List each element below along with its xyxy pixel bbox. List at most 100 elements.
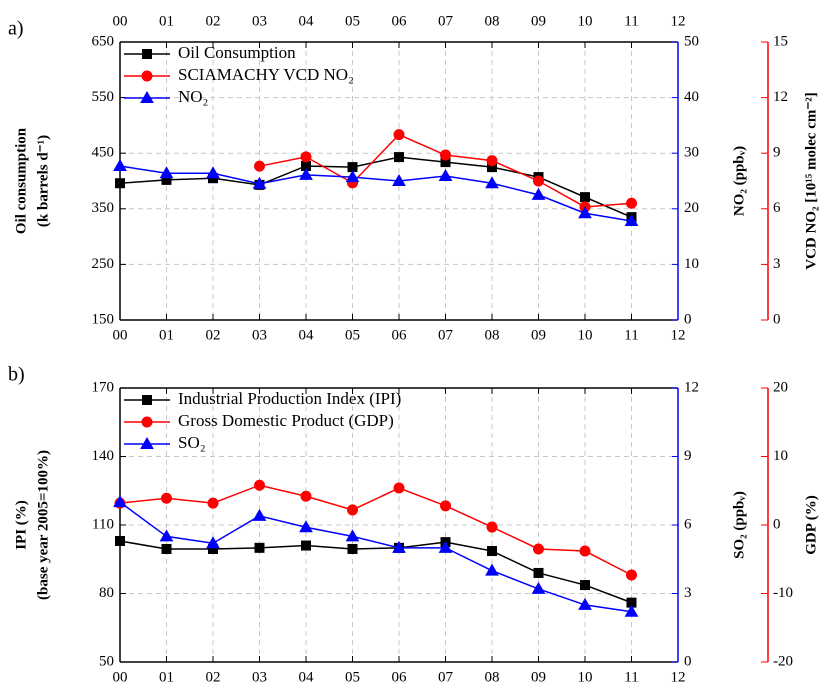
marker xyxy=(206,536,220,549)
x-tick-label-top: 04 xyxy=(299,13,315,29)
x-tick-label: 00 xyxy=(113,669,128,685)
x-tick-label: 03 xyxy=(252,327,267,343)
y2-axis-label: SO₂ (ppbᵥ) xyxy=(731,491,747,559)
marker xyxy=(624,214,639,227)
marker xyxy=(159,529,174,542)
y-axis-label: IPI (%) xyxy=(13,500,29,550)
x-tick-label: 06 xyxy=(392,327,408,343)
x-tick-label: 01 xyxy=(159,669,174,685)
marker xyxy=(254,160,265,172)
marker xyxy=(440,500,451,512)
y3-tick-label: 20 xyxy=(773,379,788,395)
x-tick-label: 07 xyxy=(438,669,454,685)
marker xyxy=(533,543,544,555)
y-tick-label: 650 xyxy=(92,33,115,49)
marker xyxy=(578,597,592,610)
marker xyxy=(578,206,592,219)
marker xyxy=(624,604,639,617)
marker xyxy=(141,70,153,82)
x-tick-label: 04 xyxy=(299,327,315,343)
marker xyxy=(487,546,497,557)
marker xyxy=(626,569,637,581)
x-tick-label: 04 xyxy=(299,669,315,685)
marker xyxy=(161,492,172,504)
marker xyxy=(485,563,499,576)
x-tick-label-top: 01 xyxy=(159,13,174,29)
y3-tick-label: 12 xyxy=(773,89,788,105)
marker xyxy=(392,540,406,553)
y2-tick-label: 9 xyxy=(684,448,692,464)
y2-tick-label: 0 xyxy=(684,653,692,669)
y2-tick-label: 50 xyxy=(684,33,699,49)
x-tick-label: 03 xyxy=(252,669,267,685)
y-tick-label: 140 xyxy=(92,448,115,464)
x-tick-label: 11 xyxy=(624,327,638,343)
marker xyxy=(486,521,498,533)
y2-tick-label: 12 xyxy=(684,379,699,395)
y3-tick-label: 9 xyxy=(773,145,781,161)
y2-tick-label: 0 xyxy=(684,311,692,327)
x-tick-label-top: 10 xyxy=(578,13,593,29)
marker xyxy=(345,529,360,542)
x-tick-label: 09 xyxy=(531,669,546,685)
marker xyxy=(438,168,453,181)
marker xyxy=(300,151,312,163)
marker xyxy=(141,416,153,428)
y-tick-label: 450 xyxy=(92,145,115,161)
y2-tick-label: 3 xyxy=(684,585,692,601)
marker xyxy=(254,542,265,553)
x-tick-label-top: 03 xyxy=(252,13,267,29)
x-tick-label: 08 xyxy=(485,327,500,343)
x-tick-label: 12 xyxy=(671,669,686,685)
marker xyxy=(533,567,544,578)
marker xyxy=(486,155,498,167)
x-tick-label-top: 05 xyxy=(345,13,360,29)
marker xyxy=(440,149,451,161)
marker xyxy=(115,535,125,546)
series-line xyxy=(119,484,632,576)
legend-label: NO₂ xyxy=(178,87,208,106)
y-tick-label: 80 xyxy=(99,585,114,601)
x-tick-label-top: 02 xyxy=(206,13,221,29)
y-tick-label: 170 xyxy=(92,379,115,395)
legend-label: SCIAMACHY VCD NO₂ xyxy=(178,65,354,84)
legend-label: SO₂ xyxy=(178,433,206,452)
x-tick-label-top: 06 xyxy=(392,13,408,29)
y-tick-label: 350 xyxy=(92,200,115,216)
series-line xyxy=(119,165,632,222)
marker xyxy=(300,490,312,502)
marker xyxy=(159,166,174,179)
x-tick-label-top: 00 xyxy=(113,13,128,29)
y-axis-label: Oil consumption xyxy=(13,127,29,234)
marker xyxy=(301,540,311,551)
marker xyxy=(142,49,152,59)
marker xyxy=(485,176,499,189)
marker xyxy=(580,580,590,591)
x-tick-label: 05 xyxy=(345,669,360,685)
marker xyxy=(254,479,265,491)
y-tick-label: 150 xyxy=(92,311,115,327)
marker xyxy=(580,192,590,203)
y-tick-label: 550 xyxy=(92,89,115,105)
x-tick-label-top: 09 xyxy=(531,13,546,29)
x-tick-label: 00 xyxy=(113,327,128,343)
y3-tick-label: 15 xyxy=(773,33,788,49)
marker xyxy=(140,90,154,103)
x-tick-label: 10 xyxy=(578,669,593,685)
marker xyxy=(207,497,219,509)
marker xyxy=(579,545,591,557)
y3-tick-label: 0 xyxy=(773,311,781,327)
legend-label: Oil Consumption xyxy=(178,43,296,62)
legend-label: Industrial Production Index (IPI) xyxy=(178,389,401,408)
series-line xyxy=(119,501,632,613)
marker xyxy=(252,176,267,189)
marker xyxy=(299,167,313,180)
y3-tick-label: 6 xyxy=(773,200,781,216)
x-tick-label-top: 08 xyxy=(485,13,500,29)
x-tick-label: 05 xyxy=(345,327,360,343)
x-tick-label: 01 xyxy=(159,327,174,343)
marker xyxy=(252,508,267,521)
series-line xyxy=(119,540,632,604)
marker xyxy=(345,170,360,183)
